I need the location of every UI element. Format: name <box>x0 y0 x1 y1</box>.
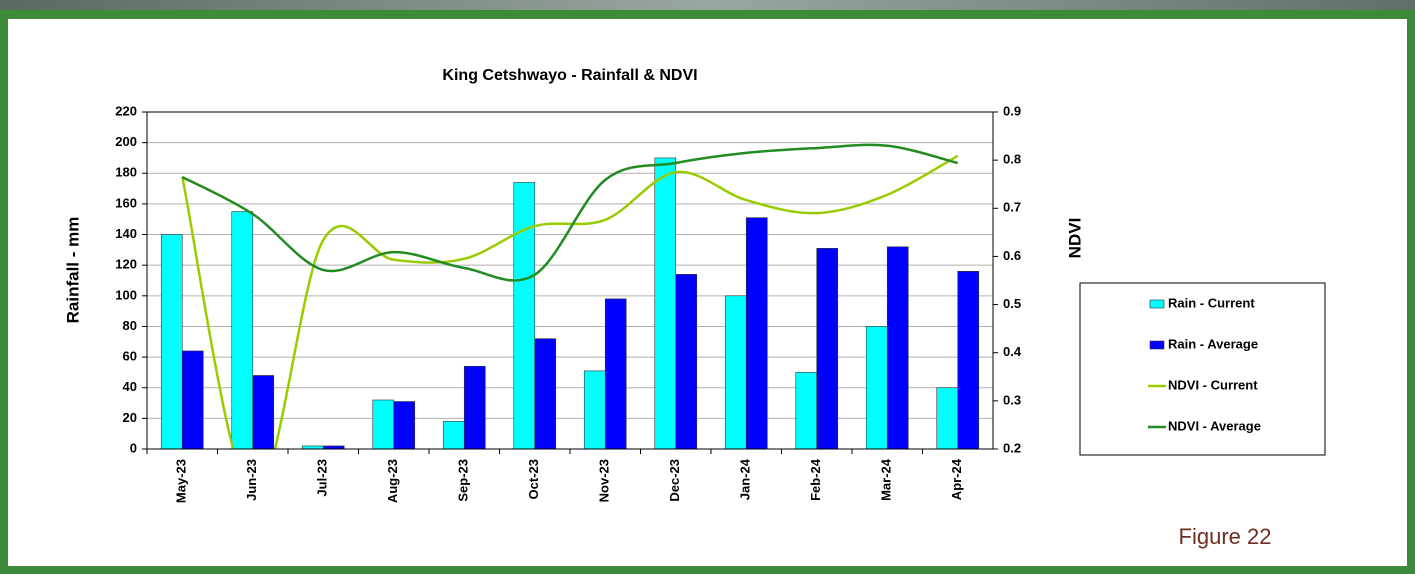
bar <box>795 372 818 450</box>
x-tick-label: Oct-23 <box>526 459 541 499</box>
x-tick-label: Nov-23 <box>597 459 612 502</box>
legend-swatch <box>1149 299 1165 309</box>
bar <box>231 211 254 450</box>
x-tick-label: Mar-24 <box>879 458 894 501</box>
y2-tick-label: 0.6 <box>1003 248 1021 263</box>
bar <box>463 365 486 450</box>
bar <box>745 217 768 450</box>
bar <box>534 338 557 450</box>
y-tick-label: 180 <box>115 165 137 180</box>
y-tick-label: 220 <box>115 103 137 118</box>
legend-swatch <box>1149 340 1165 350</box>
x-tick-label: Sep-23 <box>456 459 471 502</box>
legend-label: NDVI - Average <box>1168 418 1261 433</box>
bar <box>372 399 395 450</box>
y-axis-label: Rainfall - mm <box>63 217 82 324</box>
y-tick-label: 120 <box>115 257 137 272</box>
bar <box>936 387 959 450</box>
y-tick-label: 200 <box>115 134 137 149</box>
legend-label: Rain - Average <box>1168 336 1258 351</box>
line <box>181 154 959 449</box>
bar <box>393 401 416 450</box>
y-tick-label: 20 <box>123 410 137 425</box>
bar <box>886 246 909 450</box>
bar <box>675 274 698 450</box>
y-tick-label: 140 <box>115 226 137 241</box>
y2-tick-label: 0.2 <box>1003 440 1021 455</box>
x-tick-label: May-23 <box>174 459 189 503</box>
y2-axis-label: NDVI <box>1065 218 1084 259</box>
bar <box>604 298 627 450</box>
x-tick-label: Feb-24 <box>808 458 823 501</box>
x-tick-label: Jul-23 <box>315 459 330 497</box>
y2-tick-label: 0.5 <box>1003 296 1021 311</box>
plot-border <box>146 111 994 450</box>
bar <box>724 295 747 450</box>
y2-tick-label: 0.3 <box>1003 392 1021 407</box>
y-tick-label: 40 <box>123 379 137 394</box>
y-tick-label: 160 <box>115 195 137 210</box>
legend-label: Rain - Current <box>1168 295 1255 310</box>
bar <box>654 157 677 450</box>
y2-tick-label: 0.8 <box>1003 152 1021 167</box>
chart-title: King Cetshwayo - Rainfall & NDVI <box>442 67 697 84</box>
y2-tick-label: 0.4 <box>1003 344 1022 359</box>
x-tick-label: Jan-24 <box>738 458 753 500</box>
bar <box>816 248 839 450</box>
line <box>181 143 959 282</box>
header-image <box>0 0 1415 10</box>
bar <box>865 326 888 450</box>
bar <box>513 182 536 450</box>
bar <box>252 375 275 450</box>
y-tick-label: 0 <box>130 440 137 455</box>
y-tick-label: 60 <box>123 349 137 364</box>
y2-tick-label: 0.9 <box>1003 103 1021 118</box>
bar <box>957 271 980 450</box>
x-tick-label: Dec-23 <box>667 459 682 502</box>
figure-label: Figure 22 <box>1179 524 1272 549</box>
x-tick-label: Apr-24 <box>949 458 964 500</box>
bar <box>442 421 465 450</box>
bar <box>181 350 204 450</box>
x-tick-label: Aug-23 <box>385 459 400 503</box>
bar <box>583 370 606 450</box>
legend-label: NDVI - Current <box>1168 377 1258 392</box>
y2-tick-label: 0.7 <box>1003 200 1021 215</box>
bar <box>160 234 183 450</box>
y-tick-label: 80 <box>123 318 137 333</box>
legend-box <box>1079 282 1326 456</box>
y-tick-label: 100 <box>115 287 137 302</box>
x-tick-label: Jun-23 <box>244 459 259 501</box>
